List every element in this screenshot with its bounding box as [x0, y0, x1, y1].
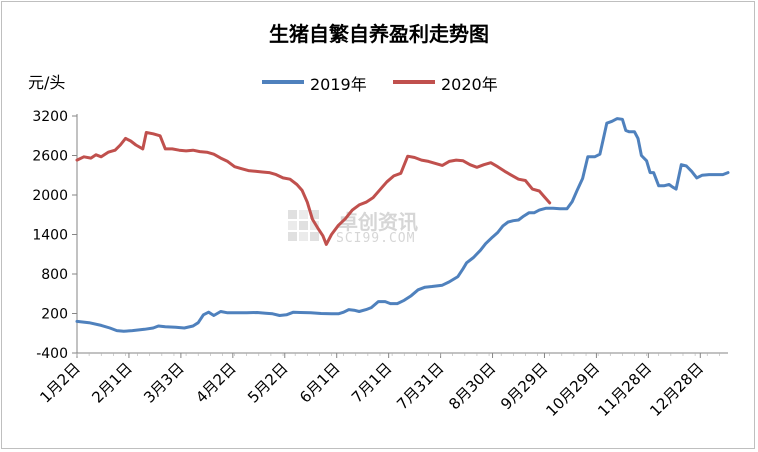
y-tick-label--400: -400 — [36, 346, 68, 362]
x-tick-label-7: 7月31日 — [393, 359, 447, 413]
x-tick-label-1: 2月1日 — [88, 359, 135, 406]
y-tick-label-800: 800 — [41, 267, 68, 283]
x-tick-label-5: 6月1日 — [296, 359, 343, 406]
legend-label-2020: 2020年 — [441, 75, 498, 94]
chart-title: 生猪自繁自养盈利走势图 — [269, 22, 489, 46]
y-tick-label-2600: 2600 — [32, 149, 68, 165]
series-line-2019年 — [75, 117, 730, 333]
y-axis-unit-label: 元/头 — [28, 73, 66, 92]
watermark-subtext: SCI99.COM — [336, 231, 416, 246]
x-tick-label-2: 3月3日 — [140, 359, 187, 406]
series-line-2020年 — [75, 131, 552, 246]
x-tick-label-11: 11月28日 — [594, 359, 655, 420]
x-tick-label-12: 12月28日 — [646, 359, 707, 420]
y-tick-label-3200: 3200 — [32, 109, 68, 125]
x-tick-label-0: 1月2日 — [36, 359, 83, 406]
x-tick-label-6: 7月1日 — [348, 359, 395, 406]
x-tick-label-10: 10月29日 — [542, 359, 603, 420]
y-tick-label-1400: 1400 — [32, 228, 68, 244]
x-tick-label-3: 4月2日 — [192, 359, 239, 406]
legend-label-2019: 2019年 — [310, 75, 367, 94]
watermark: 卓创资讯 SCI99.COM — [288, 206, 478, 250]
legend-swatch-2019 — [262, 80, 304, 84]
x-tick-label-8: 8月30日 — [445, 359, 499, 413]
y-tick-label-2000: 2000 — [32, 188, 68, 204]
y-tick-label-200: 200 — [41, 307, 68, 323]
legend-swatch-2020 — [393, 80, 435, 84]
x-tick-label-4: 5月2日 — [244, 359, 291, 406]
watermark-text: 卓创资讯 — [338, 210, 418, 234]
